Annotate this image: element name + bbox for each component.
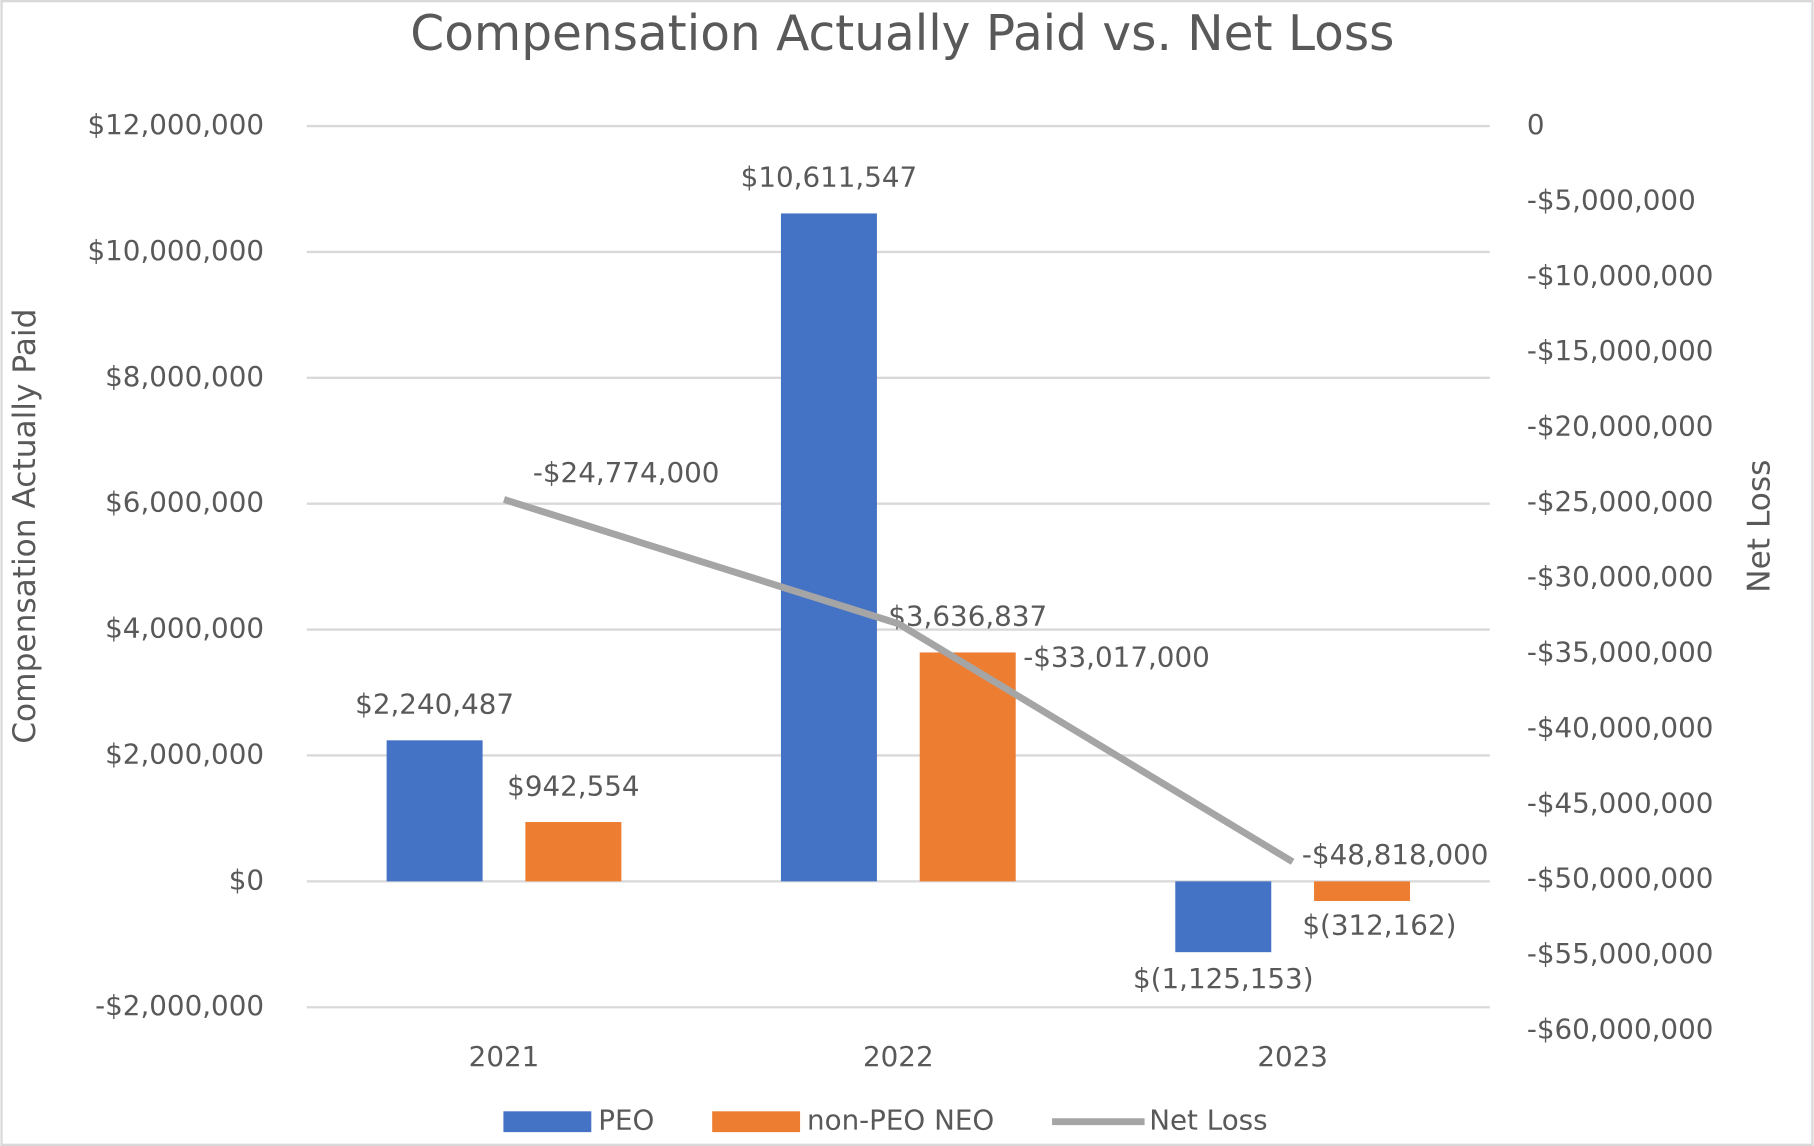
x-tick-label: 2022 [863, 1040, 934, 1073]
line-data-label: -$24,774,000 [533, 456, 720, 489]
y-tick-label: $2,000,000 [105, 737, 264, 770]
x-tick-label: 2023 [1257, 1040, 1328, 1073]
y2-tick-label: -$45,000,000 [1527, 786, 1714, 819]
data-label: $3,636,837 [888, 600, 1047, 633]
x-tick-label: 2021 [469, 1040, 540, 1073]
y2-tick-label: -$25,000,000 [1527, 485, 1714, 518]
y-tick-label: -$2,000,000 [95, 989, 264, 1022]
y2-axis-title: Net Loss [1741, 460, 1777, 593]
data-label: $10,611,547 [741, 161, 918, 194]
bar [525, 822, 622, 882]
data-label: $(1,125,153) [1133, 962, 1314, 995]
bar [1314, 881, 1411, 901]
bar [386, 740, 483, 882]
legend-label: Net Loss [1149, 1104, 1267, 1137]
y2-tick-label: -$30,000,000 [1527, 560, 1714, 593]
line-data-label: -$33,017,000 [1023, 640, 1210, 673]
y-tick-label: $12,000,000 [87, 108, 264, 141]
y-axis-title: Compensation Actually Paid [7, 309, 43, 744]
y2-tick-label: -$20,000,000 [1527, 409, 1714, 442]
y-tick-label: $6,000,000 [105, 486, 264, 519]
bar [1175, 881, 1272, 953]
y2-tick-label: -$55,000,000 [1527, 937, 1714, 970]
data-label: $942,554 [507, 769, 639, 802]
y2-tick-label: -$15,000,000 [1527, 334, 1714, 367]
data-label: $2,240,487 [355, 688, 514, 721]
bar [919, 652, 1016, 882]
line [502, 496, 1295, 865]
y-tick-label: $0 [229, 863, 264, 896]
y-tick-label: $10,000,000 [87, 234, 264, 267]
y2-tick-label: -$40,000,000 [1527, 711, 1714, 744]
chart-title: Compensation Actually Paid vs. Net Loss [410, 6, 1394, 62]
line-data-label: -$48,818,000 [1302, 838, 1489, 871]
y2-tick-label: -$60,000,000 [1527, 1012, 1714, 1045]
legend-swatch [712, 1111, 801, 1133]
y2-tick-label: -$10,000,000 [1527, 259, 1714, 292]
y2-tick-label: -$35,000,000 [1527, 636, 1714, 669]
y-tick-label: $8,000,000 [105, 360, 264, 393]
bar [780, 213, 877, 882]
legend-label: PEO [598, 1104, 654, 1137]
y2-tick-label: -$5,000,000 [1527, 183, 1696, 216]
y-tick-label: $4,000,000 [105, 612, 264, 645]
y2-tick-label: 0 [1527, 108, 1545, 141]
legend-swatch [503, 1111, 592, 1133]
data-label: $(312,162) [1302, 908, 1456, 941]
y2-tick-label: -$50,000,000 [1527, 862, 1714, 895]
legend-label: non-PEO NEO [807, 1104, 994, 1137]
